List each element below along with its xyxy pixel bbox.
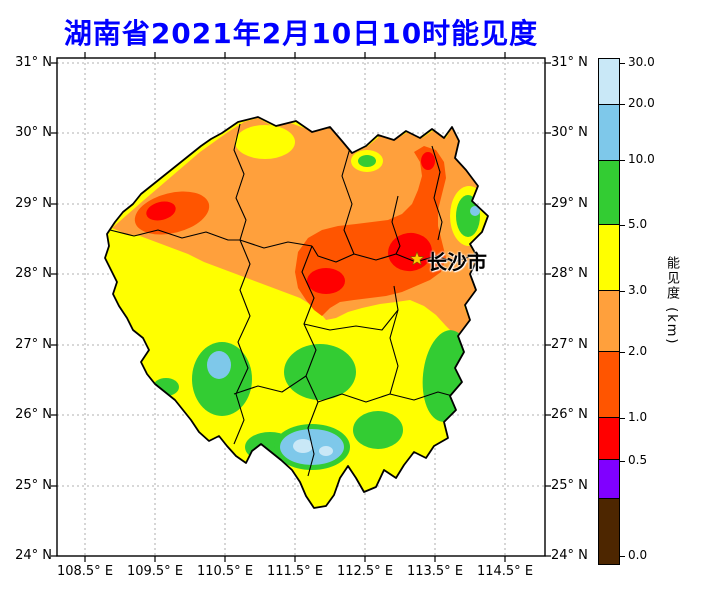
y-tick-label-left: 31° N: [15, 55, 52, 70]
colorbar-title: 能见度 (km): [664, 256, 679, 346]
x-tick-label: 109.5° E: [126, 564, 184, 579]
colorbar-tick-label: 20.0: [628, 96, 655, 110]
x-tick-label: 114.5° E: [476, 564, 534, 579]
x-tick-label: 112.5° E: [336, 564, 394, 579]
changsha-star-marker: [409, 251, 425, 266]
x-tick-label: 110.5° E: [196, 564, 254, 579]
y-tick-label-right: 26° N: [551, 407, 588, 422]
x-tick-label: 113.5° E: [406, 564, 464, 579]
contour-patch: [353, 411, 403, 449]
y-tick-label-right: 31° N: [551, 55, 588, 70]
y-tick-label-right: 25° N: [551, 478, 588, 493]
y-tick-label-right: 28° N: [551, 266, 588, 281]
contour-patch: [319, 446, 333, 456]
colorbar-tick-label: 0.5: [628, 453, 648, 467]
colorbar: [598, 58, 620, 565]
contour-patch: [358, 155, 376, 167]
colorbar-tick-mark: [620, 104, 625, 105]
contour-patch: [456, 195, 480, 237]
contour-patch: [284, 344, 356, 400]
y-tick-label-left: 30° N: [15, 125, 52, 140]
prefecture-borders: [109, 123, 473, 477]
colorbar-segment: [599, 417, 619, 461]
colorbar-segment: [599, 225, 619, 292]
y-tick-label-right: 27° N: [551, 337, 588, 352]
colorbar-tick-mark: [620, 461, 625, 462]
y-tick-label-left: 29° N: [15, 196, 52, 211]
y-tick-label-left: 25° N: [15, 478, 52, 493]
colorbar-segment: [599, 351, 619, 418]
contour-patch: [307, 268, 345, 294]
colorbar-segment: [599, 59, 619, 105]
x-tick-label: 108.5° E: [56, 564, 114, 579]
colorbar-tick-mark: [620, 291, 625, 292]
colorbar-segment: [599, 460, 619, 500]
y-tick-label-left: 28° N: [15, 266, 52, 281]
city-label-changsha: 长沙市: [427, 250, 487, 274]
colorbar-tick-label: 1.0: [628, 410, 648, 424]
contour-patch: [207, 351, 231, 379]
colorbar-tick-mark: [620, 160, 625, 161]
y-tick-label-left: 24° N: [15, 548, 52, 563]
colorbar-tick-mark: [620, 556, 625, 557]
contour-patch: [470, 206, 480, 216]
y-tick-label-right: 24° N: [551, 548, 588, 563]
contour-patch: [293, 439, 313, 453]
colorbar-tick-label: 2.0: [628, 344, 648, 358]
province-outline: [104, 116, 489, 509]
colorbar-tick-label: 0.0: [628, 548, 648, 562]
colorbar-segment: [599, 499, 619, 564]
contour-patch: [421, 152, 435, 170]
page-title: 湖南省2021年2月10日10时能见度: [63, 17, 539, 50]
colorbar-segment: [599, 104, 619, 161]
contour-patch: [146, 201, 176, 221]
colorbar-tick-label: 30.0: [628, 55, 655, 69]
colorbar-tick-label: 3.0: [628, 283, 648, 297]
colorbar-tick-mark: [620, 418, 625, 419]
y-tick-label-right: 30° N: [551, 125, 588, 140]
y-tick-label-right: 29° N: [551, 196, 588, 211]
colorbar-tick-label: 10.0: [628, 152, 655, 166]
contour-patch: [235, 125, 295, 159]
colorbar-tick-mark: [620, 63, 625, 64]
y-tick-label-left: 27° N: [15, 337, 52, 352]
colorbar-tick-label: 5.0: [628, 217, 648, 231]
colorbar-tick-mark: [620, 225, 625, 226]
y-tick-label-left: 26° N: [15, 407, 52, 422]
x-tick-label: 111.5° E: [266, 564, 324, 579]
colorbar-segment: [599, 160, 619, 226]
colorbar-segment: [599, 291, 619, 352]
axis-tick-marks: [51, 52, 551, 562]
plot-frame: [56, 57, 546, 557]
contour-fills: [105, 117, 488, 508]
colorbar-tick-mark: [620, 352, 625, 353]
